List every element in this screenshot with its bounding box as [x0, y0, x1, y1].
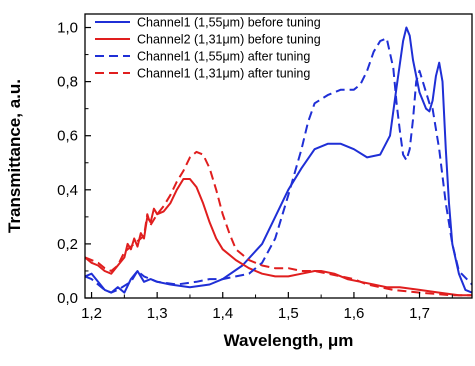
axis-ticks: 1,2 1,3 1,4 1,5 1,6 1,7 0,0 0,2 0,4 0,6 0,8 1,0 [57, 20, 453, 322]
series-line-3 [85, 37, 472, 294]
series-line-2 [85, 178, 472, 297]
plot-lines [85, 26, 472, 297]
x-tick-label: 1,5 [278, 305, 299, 322]
x-tick-label: 1,7 [409, 305, 430, 322]
y-axis-title: Transmittance, a.u. [5, 79, 24, 233]
y-tick-label: 0,4 [57, 182, 78, 199]
legend-label-2: Channel2 (1,31μm) before tuning [137, 33, 321, 47]
y-tick-label: 0,2 [57, 236, 78, 253]
plot-frame [84, 13, 473, 299]
x-tick-label: 1,3 [147, 305, 168, 322]
y-tick-label: 0,0 [57, 290, 78, 307]
y-tick-label: 0,6 [57, 128, 78, 145]
y-tick-label: 0,8 [57, 74, 78, 91]
x-tick-label: 1,4 [212, 305, 233, 322]
legend: Channel1 (1,55μm) before tuning Channel2 … [95, 16, 321, 81]
y-tick-label: 1,0 [57, 20, 78, 37]
x-tick-label: 1,6 [344, 305, 365, 322]
legend-label-4: Channel1 (1,31μm) after tuning [137, 67, 310, 81]
legend-label-1: Channel1 (1,55μm) before tuning [137, 16, 321, 30]
legend-label-3: Channel1 (1,55μm) after tuning [137, 50, 310, 64]
x-tick-label: 1,2 [81, 305, 102, 322]
x-axis-title: Wavelength, μm [224, 331, 354, 350]
series-line-4 [85, 150, 472, 297]
